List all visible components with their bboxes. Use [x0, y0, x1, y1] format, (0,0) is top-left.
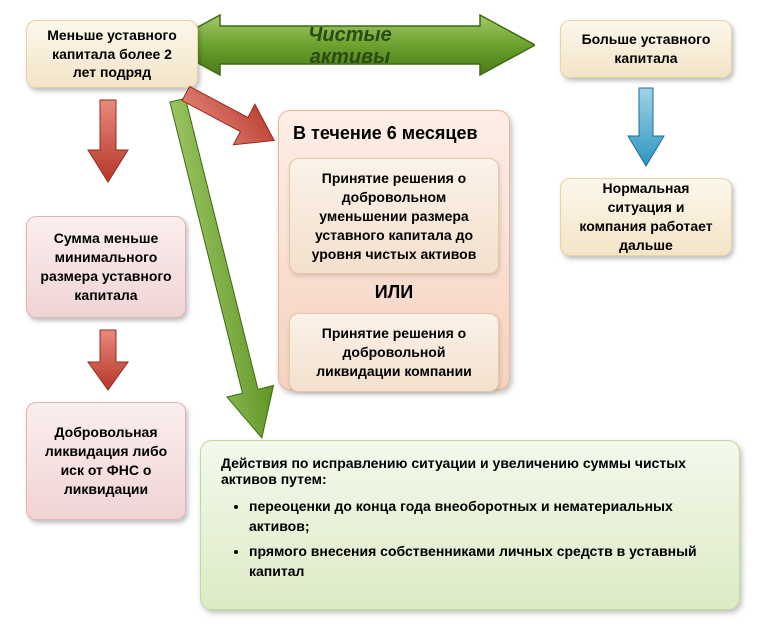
title-line2: активы [310, 46, 390, 68]
actions-list: переоценки до конца года внеоборотных и … [221, 497, 719, 581]
node-normal: Нормальная ситуация и компания работает … [560, 178, 732, 256]
title-label: Чистые активы [165, 24, 535, 68]
arrow-red-1 [88, 100, 128, 182]
title-double-arrow: Чистые активы [165, 12, 535, 78]
node-more-capital: Больше уставного капитала [560, 20, 732, 78]
six-months-opt1: Принятие решения о добровольном уменьшен… [289, 158, 499, 274]
six-months-opt1-text: Принятие решения о добровольном уменьшен… [312, 170, 477, 262]
arrow-red-2 [88, 330, 128, 390]
six-months-opt2-text: Принятие решения о добровольной ликвидац… [316, 325, 472, 379]
arrow-blue [628, 88, 664, 166]
six-months-or: ИЛИ [279, 280, 509, 307]
actions-lead: Действия по исправлению ситуации и увели… [221, 455, 719, 487]
node-normal-text: Нормальная ситуация и компания работает … [573, 179, 719, 255]
node-less-capital-text: Меньше уставного капитала более 2 лет по… [39, 26, 185, 83]
actions-item-1: переоценки до конца года внеоборотных и … [249, 497, 719, 536]
six-months-box: В течение 6 месяцев Принятие решения о д… [278, 110, 510, 390]
node-less-capital: Меньше уставного капитала более 2 лет по… [26, 20, 198, 88]
title-line1: Чистые [308, 24, 392, 46]
arrow-red-diag [175, 85, 285, 150]
six-months-header: В течение 6 месяцев [279, 111, 509, 152]
actions-box: Действия по исправлению ситуации и увели… [200, 440, 740, 610]
six-months-opt2: Принятие решения о добровольной ликвидац… [289, 313, 499, 392]
node-more-capital-text: Больше уставного капитала [573, 30, 719, 68]
actions-item-2: прямого внесения собственниками личных с… [249, 542, 719, 581]
